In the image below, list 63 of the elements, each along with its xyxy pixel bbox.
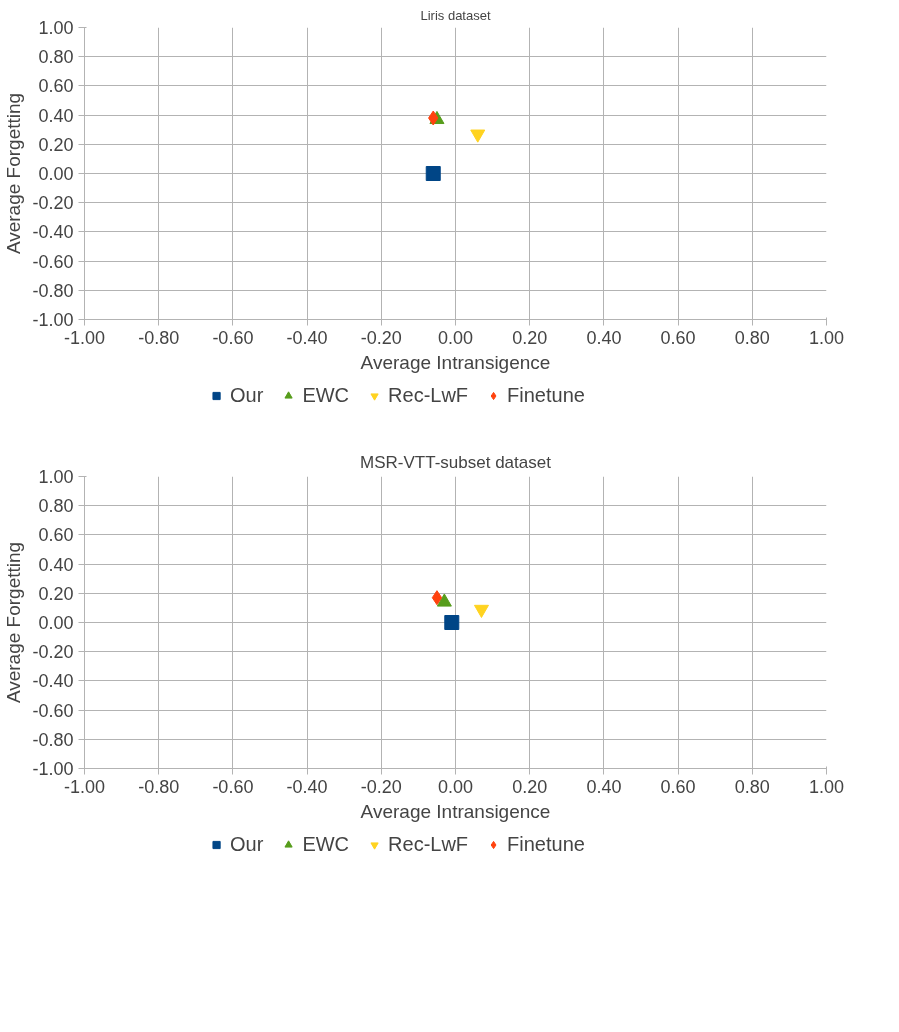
x-tick-label: -0.80 xyxy=(138,327,180,348)
legend-label: Our xyxy=(230,832,264,856)
legend-label: Finetune xyxy=(507,383,585,407)
x-tick-label: -1.00 xyxy=(63,776,106,797)
x-tick-label: 0.60 xyxy=(660,776,696,797)
y-tick-label: 1.00 xyxy=(38,18,74,38)
y-tick-label: 0.60 xyxy=(38,525,74,546)
x-tick-label: -0.40 xyxy=(286,327,328,348)
y-tick-label: 0.20 xyxy=(38,134,74,155)
x-tick-label: 1.00 xyxy=(808,327,845,348)
x-tick-label: 0.80 xyxy=(734,327,770,348)
x-tick-label: 0.80 xyxy=(734,776,770,797)
legend-label: Finetune xyxy=(507,832,585,856)
point xyxy=(431,590,443,606)
legend-label: Our xyxy=(230,383,264,407)
y-tick-label: -0.80 xyxy=(32,280,74,301)
x-tick-label: 0.40 xyxy=(586,776,622,797)
y-tick-label: 0.40 xyxy=(38,554,74,575)
y-tick-label: 0.80 xyxy=(38,496,74,517)
x-tick-label: -0.80 xyxy=(138,776,180,797)
x-tick-label: -0.60 xyxy=(212,776,254,797)
x-tick-label: -1.00 xyxy=(63,327,106,348)
x-tick-label: 0.00 xyxy=(437,776,474,797)
chart-title: Liris dataset xyxy=(420,7,491,23)
y-tick-label: 1.00 xyxy=(38,467,74,487)
y-tick-label: 0.40 xyxy=(38,105,74,126)
x-tick-label: -0.60 xyxy=(212,327,254,348)
y-tick-label: -0.40 xyxy=(32,671,74,692)
y-tick-label: -0.40 xyxy=(32,222,74,243)
x-tick-label: -0.20 xyxy=(360,327,402,348)
chart-title: MSR-VTT-subset dataset xyxy=(360,452,552,472)
x-tick-label: 0.00 xyxy=(437,327,474,348)
y-tick-label: -0.60 xyxy=(32,700,74,721)
y-tick-label: 0.60 xyxy=(38,76,74,97)
x-axis-title: Average Intransigence xyxy=(360,351,551,373)
point xyxy=(470,129,486,143)
y-tick-label: -0.20 xyxy=(32,193,74,214)
y-tick-label: -0.60 xyxy=(32,251,74,272)
y-tick-label: -0.80 xyxy=(32,729,74,750)
x-tick-label: 0.40 xyxy=(586,327,622,348)
y-tick-label: 0.00 xyxy=(38,164,74,184)
legend-label: EWC xyxy=(302,832,350,856)
point xyxy=(473,604,489,618)
y-tick-label: -0.20 xyxy=(32,642,74,663)
y-tick-label: -1.00 xyxy=(32,759,74,779)
legend-label: Rec-LwF xyxy=(388,383,469,407)
x-tick-label: 0.20 xyxy=(512,327,548,348)
x-tick-label: -0.20 xyxy=(360,776,402,797)
x-tick-label: 1.00 xyxy=(808,776,845,797)
x-tick-label: -0.40 xyxy=(286,776,328,797)
x-tick-label: 0.60 xyxy=(660,327,696,348)
legend-label: EWC xyxy=(302,383,350,407)
y-tick-label: 0.20 xyxy=(38,583,74,604)
y-tick-label: 0.00 xyxy=(38,613,74,633)
legend-label: Rec-LwF xyxy=(388,832,469,856)
point xyxy=(444,615,460,630)
point xyxy=(425,166,441,181)
x-axis-title: Average Intransigence xyxy=(360,800,551,822)
y-axis-title: Average Forgetting xyxy=(3,92,25,255)
y-tick-label: 0.80 xyxy=(38,47,74,68)
y-axis-title: Average Forgetting xyxy=(3,541,25,704)
x-tick-label: 0.20 xyxy=(512,776,548,797)
y-tick-label: -1.00 xyxy=(32,310,74,330)
